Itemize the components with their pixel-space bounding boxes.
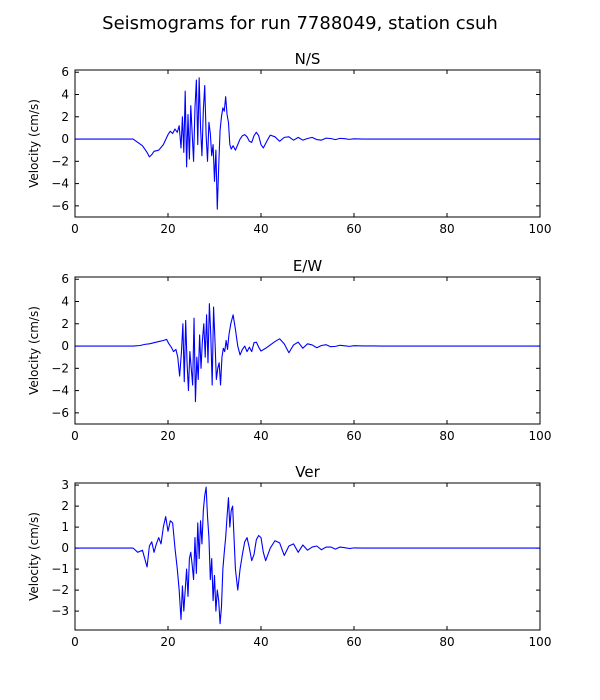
y-tick-label: −6 (51, 199, 69, 213)
x-tick-label: 40 (253, 429, 268, 443)
x-tick-label: 100 (529, 635, 552, 649)
figure-title: Seismograms for run 7788049, station csu… (102, 13, 498, 34)
x-tick-label: 20 (160, 222, 175, 236)
y-tick-label: 4 (61, 295, 69, 309)
x-tick-label: 80 (439, 222, 454, 236)
series-line-ew (75, 303, 540, 403)
x-tick-label: 40 (253, 222, 268, 236)
y-tick-label: −1 (51, 562, 69, 576)
y-axis-label-ver: Velocity (cm/s) (27, 512, 41, 601)
y-tick-label: 2 (61, 110, 69, 124)
panel-title-ver: Ver (295, 463, 320, 481)
y-tick-label: 0 (61, 132, 69, 146)
y-tick-label: −2 (51, 361, 69, 375)
x-tick-label: 20 (160, 429, 175, 443)
y-tick-label: −2 (51, 583, 69, 597)
y-tick-label: 6 (61, 65, 69, 79)
x-tick-label: 60 (346, 429, 361, 443)
y-axis-label-ew: Velocity (cm/s) (27, 306, 41, 395)
x-tick-label: 60 (346, 222, 361, 236)
x-tick-label: 20 (160, 635, 175, 649)
panel-ew: E/W Velocity (cm/s) 0 20 40 60 80 100 −6 −4 −2 0 2 4 6 (27, 257, 551, 443)
x-tick-label: 0 (71, 635, 79, 649)
x-tick-label: 0 (71, 429, 79, 443)
x-tick-label: 80 (439, 429, 454, 443)
x-tick-label: 40 (253, 635, 268, 649)
panel-title-ew: E/W (293, 257, 323, 275)
y-tick-label: −4 (51, 177, 69, 191)
plot-frame-ew (74, 276, 541, 425)
y-tick-label: 1 (61, 520, 69, 534)
series-line-ver (75, 486, 540, 625)
y-tick-label: 3 (61, 478, 69, 492)
y-tick-label: 2 (61, 317, 69, 331)
y-tick-label: −4 (51, 384, 69, 398)
x-tick-label: 60 (346, 635, 361, 649)
y-tick-label: 4 (61, 88, 69, 102)
y-tick-label: −6 (51, 406, 69, 420)
y-tick-label: 6 (61, 272, 69, 286)
y-axis-label-ns: Velocity (cm/s) (27, 99, 41, 188)
plot-frame-ver (74, 482, 541, 631)
panel-title-ns: N/S (295, 50, 321, 68)
x-tick-label: 100 (529, 222, 552, 236)
panel-ver: Ver Velocity (cm/s) 0 20 40 60 80 100 −3 −2 −1 0 1 2 3 (27, 463, 551, 649)
series-line-ns (75, 77, 540, 210)
y-tick-label: 2 (61, 499, 69, 513)
y-tick-label: −3 (51, 604, 69, 618)
y-tick-label: 0 (61, 339, 69, 353)
x-tick-label: 80 (439, 635, 454, 649)
x-tick-label: 0 (71, 222, 79, 236)
panel-ns: N/S Velocity (cm/s) 0 20 40 60 80 100 −6 −4 −2 0 2 4 6 (27, 50, 551, 236)
plot-frame-ns (74, 69, 541, 218)
y-tick-label: 0 (61, 541, 69, 555)
x-tick-label: 100 (529, 429, 552, 443)
y-tick-label: −2 (51, 154, 69, 168)
